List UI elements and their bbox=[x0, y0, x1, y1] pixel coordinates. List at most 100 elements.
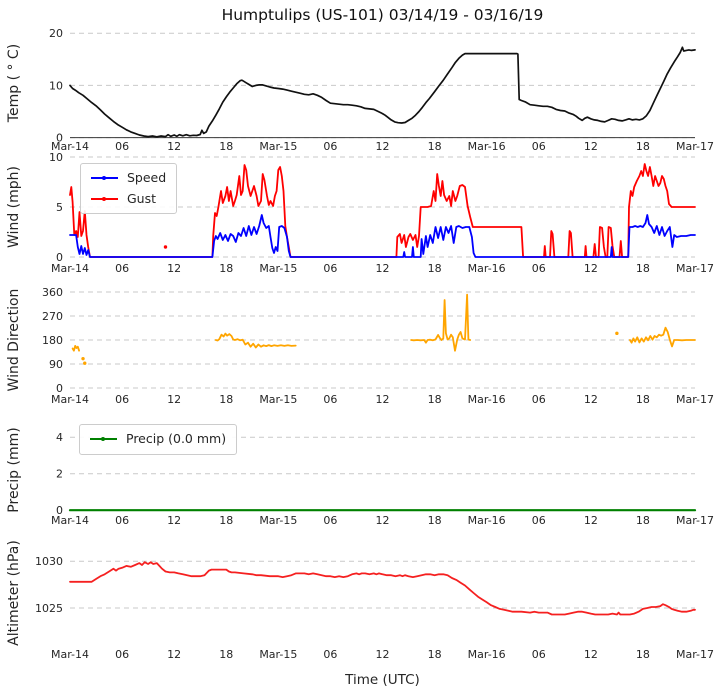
x-tick-label: Mar-16 bbox=[468, 393, 506, 406]
x-tick-label: 18 bbox=[636, 393, 650, 406]
y-tick-label: 20 bbox=[49, 27, 63, 40]
x-tick-label: 06 bbox=[115, 648, 129, 661]
x-tick-label: Mar-17 bbox=[676, 648, 714, 661]
x-tick-label: 18 bbox=[636, 514, 650, 527]
x-tick-label: 18 bbox=[636, 140, 650, 153]
x-tick-label: 06 bbox=[323, 393, 337, 406]
x-tick-label: 06 bbox=[532, 262, 546, 275]
legend-item: Precip (0.0 mm) bbox=[90, 429, 226, 450]
x-tick-label: 12 bbox=[167, 140, 181, 153]
x-tick-label: 06 bbox=[323, 514, 337, 527]
y-tick-label: 360 bbox=[42, 286, 63, 299]
series-altimeter bbox=[69, 561, 696, 616]
legend-item: Gust bbox=[91, 189, 166, 210]
x-tick-label: Mar-15 bbox=[259, 393, 297, 406]
x-tick-label: 12 bbox=[167, 514, 181, 527]
x-tick-label: 18 bbox=[428, 393, 442, 406]
x-tick-label: 06 bbox=[115, 262, 129, 275]
x-tick-label: 18 bbox=[636, 262, 650, 275]
panel-wind_direction: 0 90 180 270 360 Mar-14 06 12 18 Mar-15 06 12 18 Mar-… bbox=[42, 286, 714, 406]
y-tick-label: 4 bbox=[56, 431, 63, 444]
x-tick-label: Mar-17 bbox=[676, 393, 714, 406]
y-tick-label: 0 bbox=[56, 251, 63, 264]
series-direction bbox=[410, 293, 472, 352]
x-tick-label: 12 bbox=[376, 393, 390, 406]
x-tick-label: Mar-14 bbox=[51, 393, 89, 406]
series-dot-Gust bbox=[163, 245, 168, 249]
x-tick-label: 18 bbox=[428, 262, 442, 275]
x-tick-label: Mar-15 bbox=[259, 514, 297, 527]
y-tick-label: 180 bbox=[42, 334, 63, 347]
x-tick-label: 12 bbox=[167, 262, 181, 275]
x-tick-label: 18 bbox=[219, 140, 233, 153]
panel-altimeter: 1025 1030 Mar-14 06 12 18 Mar-15 06 12 18 Mar-16 06… bbox=[35, 555, 714, 661]
x-tick-label: 12 bbox=[376, 648, 390, 661]
x-tick-label: 06 bbox=[532, 648, 546, 661]
y-tick-label: 1030 bbox=[35, 555, 63, 568]
x-tick-label: 12 bbox=[584, 514, 598, 527]
panel-temp: 0 10 20 Mar-14 06 12 18 Mar-15 06 12 18 Mar-16 06 12 1… bbox=[49, 27, 714, 153]
x-tick-label: 18 bbox=[219, 648, 233, 661]
y-tick-label: 270 bbox=[42, 310, 63, 323]
y-tick-label: 0 bbox=[56, 132, 63, 145]
panel-wind: 0 5 10 Mar-14 06 12 18 Mar-15 06 12 18 Mar-16 06 12 18… bbox=[49, 151, 714, 275]
x-tick-label: Mar-15 bbox=[259, 262, 297, 275]
x-tick-label: 06 bbox=[115, 140, 129, 153]
series-dot-direction bbox=[81, 356, 85, 361]
x-tick-label: 12 bbox=[167, 393, 181, 406]
precip-legend: Precip (0.0 mm) bbox=[79, 424, 238, 455]
x-tick-label: Mar-17 bbox=[676, 140, 714, 153]
x-tick-label: 06 bbox=[532, 140, 546, 153]
x-tick-label: Mar-16 bbox=[468, 514, 506, 527]
y-tick-label: 2 bbox=[56, 468, 63, 481]
y-tick-label: 90 bbox=[49, 358, 63, 371]
legend-label: Precip (0.0 mm) bbox=[126, 431, 227, 446]
x-tick-label: Mar-14 bbox=[51, 140, 89, 153]
x-tick-label: 06 bbox=[532, 393, 546, 406]
series-direction bbox=[214, 332, 297, 349]
x-tick-label: 06 bbox=[323, 262, 337, 275]
y-tick-label: 10 bbox=[49, 151, 63, 164]
x-tick-label: Mar-14 bbox=[51, 514, 89, 527]
x-tick-label: 18 bbox=[428, 514, 442, 527]
y-tick-label: 0 bbox=[56, 504, 63, 517]
x-tick-label: 18 bbox=[428, 140, 442, 153]
x-tick-label: Mar-17 bbox=[676, 514, 714, 527]
series-dot-direction bbox=[615, 331, 619, 336]
legend-line-swatch bbox=[91, 196, 118, 201]
x-tick-label: 06 bbox=[323, 648, 337, 661]
x-tick-label: 06 bbox=[115, 393, 129, 406]
panel-precip: 0 2 4 Mar-14 06 12 18 Mar-15 06 12 18 Mar-16 06 12 18 M… bbox=[51, 431, 714, 527]
x-tick-label: 06 bbox=[532, 514, 546, 527]
x-tick-label: 12 bbox=[584, 648, 598, 661]
legend-marker-dot bbox=[101, 437, 105, 442]
legend-marker-dot bbox=[102, 176, 106, 181]
x-tick-label: Mar-16 bbox=[468, 262, 506, 275]
y-tick-label: 0 bbox=[56, 382, 63, 395]
x-tick-label: 12 bbox=[376, 262, 390, 275]
y-axis-label-altimeter: Altimeter (hPa) bbox=[6, 540, 22, 646]
x-tick-label: Mar-14 bbox=[51, 262, 89, 275]
x-tick-label: Mar-15 bbox=[259, 648, 297, 661]
x-tick-label: 12 bbox=[376, 514, 390, 527]
legend-label: Speed bbox=[127, 170, 167, 185]
series-dot-direction bbox=[83, 361, 87, 365]
x-tick-label: Mar-16 bbox=[468, 648, 506, 661]
legend-line-swatch bbox=[90, 437, 117, 442]
x-tick-label: 06 bbox=[115, 514, 129, 527]
x-tick-label: 12 bbox=[584, 140, 598, 153]
x-tick-label: 18 bbox=[219, 514, 233, 527]
x-tick-label: 18 bbox=[219, 262, 233, 275]
x-tick-label: 06 bbox=[323, 140, 337, 153]
y-tick-label: 5 bbox=[56, 201, 63, 214]
x-tick-label: 12 bbox=[167, 648, 181, 661]
series-Speed bbox=[69, 214, 696, 258]
y-tick-label: 10 bbox=[49, 79, 63, 92]
x-tick-label: 18 bbox=[219, 393, 233, 406]
x-tick-label: 12 bbox=[584, 262, 598, 275]
series-Gust bbox=[69, 163, 696, 258]
legend-item: Speed bbox=[91, 168, 166, 189]
legend-label: Gust bbox=[127, 190, 157, 206]
